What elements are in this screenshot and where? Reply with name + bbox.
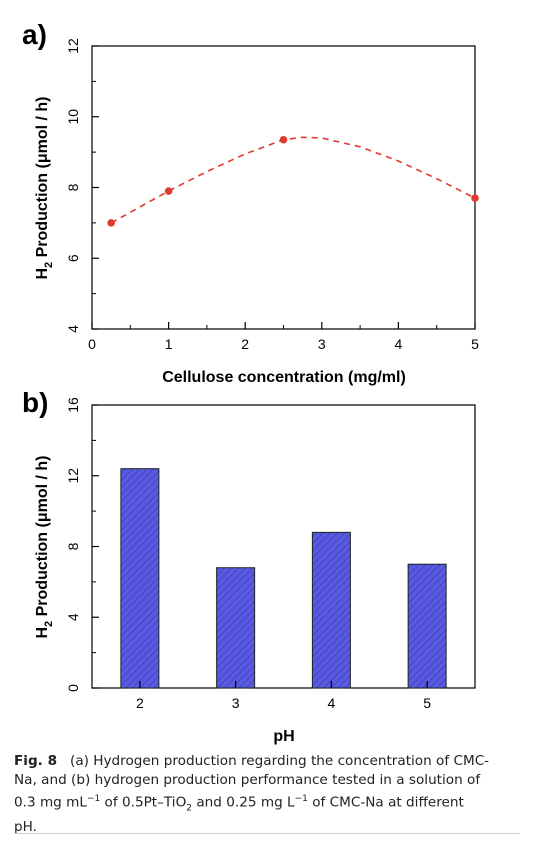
panel-b-bar [216, 567, 256, 689]
caption-text-3a: 0.3 mg mL [14, 794, 87, 811]
panel-b-x-axis-title: pH [273, 728, 294, 745]
caption-sup-2: −1 [294, 794, 308, 804]
panel-b-y-tick-label: 12 [65, 468, 81, 484]
caption-line-4: pH. [14, 819, 37, 836]
panel-b-y-tick-label: 8 [65, 542, 81, 550]
panel-b: b) 0 4 8 12 16 2 3 4 5 pH H2 Production (μmol /… [22, 387, 476, 745]
panel-a-data-point [279, 135, 288, 144]
panel-b-x-tick-label: 5 [423, 695, 431, 711]
panel-a-y-tick-label: 4 [65, 325, 81, 333]
panel-a-plot-frame [91, 45, 476, 330]
panel-b-x-tick-label: 2 [136, 695, 144, 711]
panel-a-data-point [471, 194, 479, 202]
caption-line-3: 0.3 mg mL−1 of 0.5Pt–TiO2 and 0.25 mg L−… [14, 790, 520, 818]
panel-a-y-tick-label: 8 [65, 183, 81, 191]
panel-a-data-point [107, 219, 115, 227]
figure-caption: Fig. 8 (a) Hydrogen production regarding… [14, 752, 520, 837]
panel-a-x-tick-label: 4 [395, 336, 403, 352]
panel-a-x-axis: 0 1 2 3 4 5 [88, 322, 479, 352]
caption-text-3b: of 0.5Pt–TiO [100, 794, 187, 811]
panel-a-x-tick-label: 2 [241, 336, 249, 352]
panel-a-y-axis: 4 6 8 10 12 [65, 38, 99, 333]
panel-b-bar [120, 468, 160, 689]
panel-a-x-tick-label: 5 [471, 336, 479, 352]
caption-line-1: Fig. 8 (a) Hydrogen production regarding… [14, 752, 520, 771]
panel-b-bar [407, 563, 447, 689]
panel-b-bar [311, 531, 351, 689]
panel-a-data-points [107, 135, 479, 227]
panel-b-y-axis-title: H2 Production (μmol / h) [34, 455, 55, 638]
panel-b-label: b) [22, 387, 48, 418]
panel-a-x-tick-label: 1 [165, 336, 173, 352]
panel-a-y-tick-label: 12 [65, 38, 81, 54]
panel-b-x-axis: 2 3 4 5 [136, 681, 431, 711]
caption-text-3c: and 0.25 mg L [192, 794, 295, 811]
caption-text-1: (a) Hydrogen production regarding the co… [70, 753, 490, 769]
panel-a-y-axis-title: H2 Production (μmol / h) [34, 96, 55, 279]
caption-line-2: Na, and (b) hydrogen production performa… [14, 772, 481, 788]
panel-a-x-tick-label: 0 [88, 336, 96, 352]
panel-a-x-tick-label: 3 [318, 336, 326, 352]
panel-a-label: a) [22, 19, 47, 50]
caption-text-3d: of CMC-Na at different [307, 794, 464, 811]
panel-b-y-tick-label: 4 [65, 613, 81, 621]
panel-a-y-tick-label: 10 [65, 109, 81, 125]
panel-a-dashed-trend-line [110, 136, 476, 224]
panel-b-x-tick-label: 3 [232, 695, 240, 711]
panel-b-y-tick-label: 16 [65, 397, 81, 413]
panel-a-x-axis-title: Cellulose concentration (mg/ml) [162, 369, 406, 386]
caption-divider [14, 833, 520, 834]
panel-b-x-tick-label: 4 [327, 695, 335, 711]
panel-a-data-point [164, 187, 173, 195]
caption-sup-1: −1 [86, 794, 101, 804]
panel-b-bars [120, 468, 447, 689]
caption-sub: 2 [186, 803, 193, 814]
panel-b-y-tick-label: 0 [65, 684, 81, 692]
caption-figure-label: Fig. 8 [14, 753, 58, 769]
panel-b-y-axis: 0 4 8 12 16 [65, 397, 99, 692]
panel-a-y-tick-label: 6 [65, 254, 81, 262]
